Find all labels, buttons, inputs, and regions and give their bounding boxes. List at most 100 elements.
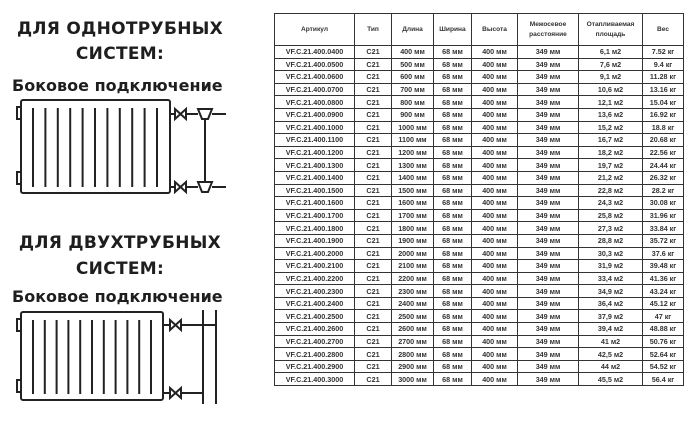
- table-cell: 68 мм: [433, 208, 472, 223]
- table-cell: VF.C.21.400.2800: [274, 347, 355, 361]
- table-cell: C21: [354, 70, 392, 84]
- table-cell: C21: [354, 296, 392, 311]
- table-cell: 54.52 кг: [642, 359, 684, 374]
- table-row: VF.C.21.400.2700 C21 2700 мм 68 мм 400 мм 349…: [274, 334, 684, 349]
- table-cell: 68 мм: [433, 334, 472, 349]
- table-cell: 2400 мм: [391, 296, 434, 311]
- two-pipe-title-line2: СИСТЕМ:: [75, 259, 165, 279]
- table-row: VF.C.21.400.2800 C21 2800 мм 68 мм 400 мм 349…: [274, 347, 684, 361]
- table-cell: 349 мм: [517, 133, 579, 147]
- table-cell: 56.4 кг: [642, 372, 684, 387]
- table-cell: 68 мм: [433, 309, 472, 324]
- table-cell: 1000 мм: [391, 120, 434, 135]
- table-cell: 68 мм: [433, 57, 472, 72]
- table-row: VF.C.21.400.1300 C21 1300 мм 68 мм 400 мм 349…: [274, 158, 684, 172]
- specifications-table: Артикул Тип Длина Ширина Высота Межосевое рас…: [274, 13, 684, 387]
- table-cell: 349 мм: [517, 196, 579, 210]
- table-cell: 68 мм: [433, 246, 472, 261]
- table-cell: 25,8 м2: [578, 208, 643, 223]
- table-cell: C21: [354, 82, 392, 97]
- table-cell: 2500 мм: [391, 309, 434, 324]
- table-cell: 1600 мм: [391, 196, 434, 210]
- table-row: VF.C.21.400.0500 C21 500 мм 68 мм 400 мм 349 …: [274, 57, 684, 72]
- table-cell: 33,4 м2: [578, 271, 643, 286]
- table-cell: C21: [354, 196, 392, 210]
- table-row: VF.C.21.400.0600 C21 600 мм 68 мм 400 мм 349 …: [274, 70, 684, 84]
- two-pipe-subtitle: Боковое подключение: [12, 287, 223, 306]
- table-cell: 349 мм: [517, 296, 579, 311]
- table-cell: C21: [354, 271, 392, 286]
- table-cell: VF.C.21.400.0600: [274, 70, 355, 84]
- table-cell: 700 мм: [391, 82, 434, 97]
- table-cell: 400 мм: [471, 271, 518, 286]
- table-cell: 1900 мм: [391, 233, 434, 248]
- table-cell: 30,3 м2: [578, 246, 643, 261]
- table-cell: 400 мм: [471, 246, 518, 261]
- table-cell: 44 м2: [578, 359, 643, 374]
- table-cell: C21: [354, 372, 392, 387]
- table-row: VF.C.21.400.2100 C21 2100 мм 68 мм 400 мм 349…: [274, 259, 684, 273]
- table-cell: 400 мм: [471, 107, 518, 122]
- table-cell: 400 мм: [471, 259, 518, 273]
- table-cell: 400 мм: [471, 309, 518, 324]
- table-cell: 349 мм: [517, 372, 579, 387]
- table-cell: 349 мм: [517, 284, 579, 298]
- table-cell: 2200 мм: [391, 271, 434, 286]
- table-cell: 68 мм: [433, 45, 472, 59]
- table-cell: 3000 мм: [391, 372, 434, 387]
- table-cell: 400 мм: [471, 133, 518, 147]
- table-cell: 400 мм: [471, 196, 518, 210]
- table-cell: 31.96 кг: [642, 208, 684, 223]
- table-cell: 1100 мм: [391, 133, 434, 147]
- table-cell: 22,8 м2: [578, 183, 643, 198]
- table-cell: C21: [354, 359, 392, 374]
- table-cell: C21: [354, 309, 392, 324]
- table-cell: VF.C.21.400.1600: [274, 196, 355, 210]
- column-header: Вес: [642, 13, 684, 46]
- table-cell: 400 мм: [471, 183, 518, 198]
- table-cell: 349 мм: [517, 221, 579, 235]
- table-row: VF.C.21.400.1900 C21 1900 мм 68 мм 400 мм 349…: [274, 233, 684, 248]
- table-cell: 12,1 м2: [578, 95, 643, 109]
- table-cell: 1500 мм: [391, 183, 434, 198]
- table-cell: 349 мм: [517, 322, 579, 336]
- table-cell: 68 мм: [433, 70, 472, 84]
- table-cell: 400 мм: [471, 57, 518, 72]
- table-cell: 400 мм: [471, 334, 518, 349]
- table-cell: 48.88 кг: [642, 322, 684, 336]
- table-cell: 600 мм: [391, 70, 434, 84]
- table-cell: 10,6 м2: [578, 82, 643, 97]
- table-row: VF.C.21.400.2600 C21 2600 мм 68 мм 400 мм 349…: [274, 322, 684, 336]
- table-cell: 18.8 кг: [642, 120, 684, 135]
- table-cell: 34,9 м2: [578, 284, 643, 298]
- table-cell: 45,5 м2: [578, 372, 643, 387]
- table-cell: 400 мм: [471, 70, 518, 84]
- table-cell: 37,9 м2: [578, 309, 643, 324]
- table-row: VF.C.21.400.2000 C21 2000 мм 68 мм 400 мм 349…: [274, 246, 684, 261]
- table-cell: 68 мм: [433, 221, 472, 235]
- table-cell: 400 мм: [471, 322, 518, 336]
- table-cell: 400 мм: [471, 120, 518, 135]
- table-row: VF.C.21.400.3000 C21 3000 мм 68 мм 400 мм 349…: [274, 372, 684, 387]
- table-cell: 68 мм: [433, 284, 472, 298]
- table-cell: 45.12 кг: [642, 296, 684, 311]
- table-cell: 22.56 кг: [642, 145, 684, 160]
- table-cell: C21: [354, 95, 392, 109]
- table-cell: 2900 мм: [391, 359, 434, 374]
- table-cell: 1800 мм: [391, 221, 434, 235]
- table-cell: VF.C.21.400.2900: [274, 359, 355, 374]
- table-cell: 400 мм: [471, 296, 518, 311]
- table-cell: 28,8 м2: [578, 233, 643, 248]
- table-cell: 1200 мм: [391, 145, 434, 160]
- table-cell: C21: [354, 120, 392, 135]
- table-cell: 349 мм: [517, 158, 579, 172]
- table-cell: 16.92 кг: [642, 107, 684, 122]
- table-row: VF.C.21.400.2900 C21 2900 мм 68 мм 400 мм 349…: [274, 359, 684, 374]
- table-cell: 500 мм: [391, 57, 434, 72]
- table-cell: 50.76 кг: [642, 334, 684, 349]
- table-cell: 41.36 кг: [642, 271, 684, 286]
- table-cell: 41 м2: [578, 334, 643, 349]
- table-row: VF.C.21.400.1200 C21 1200 мм 68 мм 400 мм 349…: [274, 145, 684, 160]
- table-cell: C21: [354, 158, 392, 172]
- table-cell: 15.04 кг: [642, 95, 684, 109]
